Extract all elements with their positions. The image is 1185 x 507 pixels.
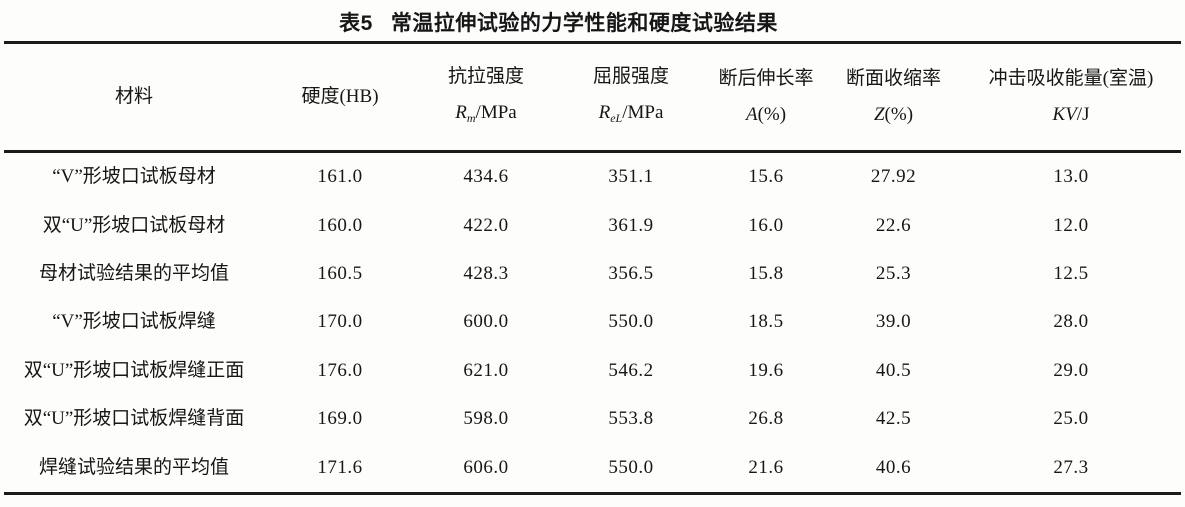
- table-row: “V”形坡口试板焊缝 170.0 600.0 550.0 18.5 39.0 2…: [4, 298, 1181, 346]
- cell-material: 双“U”形坡口试板焊缝正面: [23, 359, 245, 381]
- cell-kv: 13.0: [1053, 166, 1089, 188]
- table-number: 表5: [339, 12, 373, 35]
- cell-rm: 428.3: [463, 263, 509, 285]
- column-header-tensile-strength: 抗拉强度 Rm/MPa: [416, 59, 556, 136]
- cell-hardness-hb: 169.0: [317, 408, 363, 430]
- column-header-unit: Rm/MPa: [455, 101, 517, 125]
- cell-material: 焊缝试验结果的平均值: [38, 456, 229, 478]
- table-row: 母材试验结果的平均值 160.5 428.3 356.5 15.8 25.3 1…: [4, 250, 1181, 298]
- cell-z: 39.0: [875, 311, 912, 333]
- cell-z: 40.5: [875, 359, 912, 381]
- table-title-text: 表5 常温拉伸试验的力学性能和硬度试验结果: [339, 7, 778, 37]
- table-row: 双“U”形坡口试板焊缝正面 176.0 621.0 546.2 19.6 40.…: [4, 347, 1181, 395]
- column-header-label: 硬度(HB): [301, 86, 379, 107]
- column-header-label: 断后伸长率: [718, 68, 814, 89]
- column-header-unit: A(%): [745, 104, 787, 125]
- table-header-row: 材料 硬度(HB) 抗拉强度 Rm/MPa 屈服强度 ReL/MPa 断后伸长率…: [4, 44, 1181, 153]
- cell-material: 双“U”形坡口试板母材: [42, 214, 226, 236]
- column-header-label: 材料: [114, 86, 153, 107]
- cell-kv: 28.0: [1053, 311, 1089, 333]
- cell-hardness-hb: 160.0: [317, 214, 363, 236]
- cell-z: 40.6: [875, 456, 912, 478]
- cell-kv: 29.0: [1053, 359, 1089, 381]
- data-table: 材料 硬度(HB) 抗拉强度 Rm/MPa 屈服强度 ReL/MPa 断后伸长率…: [4, 41, 1181, 495]
- cell-rm: 606.0: [463, 456, 509, 478]
- cell-rel: 550.0: [608, 456, 654, 478]
- cell-kv: 27.3: [1053, 456, 1089, 478]
- cell-rel: 356.5: [608, 263, 654, 285]
- cell-rm: 600.0: [463, 311, 509, 333]
- cell-rm: 598.0: [463, 408, 509, 430]
- cell-rel: 361.9: [608, 214, 654, 236]
- symbol-rm: Rm: [455, 101, 476, 125]
- cell-hardness-hb: 170.0: [317, 311, 363, 333]
- symbol-kv: KV: [1052, 104, 1077, 125]
- column-header-impact-energy: 冲击吸收能量(室温) KV/J: [961, 61, 1181, 133]
- table-body: “V”形坡口试板母材 161.0 434.6 351.1 15.6 27.92 …: [4, 153, 1181, 492]
- cell-material: “V”形坡口试板焊缝: [52, 311, 216, 333]
- column-header-unit: ReL/MPa: [598, 101, 664, 125]
- table-row: 双“U”形坡口试板焊缝背面 169.0 598.0 553.8 26.8 42.…: [4, 395, 1181, 443]
- symbol-a: A: [745, 104, 758, 125]
- table-row: 双“U”形坡口试板母材 160.0 422.0 361.9 16.0 22.6 …: [4, 201, 1181, 249]
- cell-z: 42.5: [875, 408, 912, 430]
- table-row: “V”形坡口试板母材 161.0 434.6 351.1 15.6 27.92 …: [4, 153, 1181, 201]
- column-header-elongation: 断后伸长率 A(%): [706, 61, 826, 133]
- column-header-yield-strength: 屈服强度 ReL/MPa: [556, 59, 706, 136]
- cell-z: 27.92: [870, 166, 917, 188]
- cell-a: 26.8: [748, 408, 784, 430]
- cell-material: 母材试验结果的平均值: [38, 263, 229, 285]
- column-header-label: 断面收缩率: [845, 68, 941, 89]
- cell-rel: 553.8: [608, 408, 654, 430]
- cell-z: 22.6: [875, 214, 912, 236]
- symbol-rel: ReL: [598, 101, 623, 125]
- cell-kv: 25.0: [1053, 408, 1089, 430]
- column-header-material: 材料: [4, 79, 264, 115]
- cell-hardness-hb: 161.0: [317, 166, 363, 188]
- cell-rel: 550.0: [608, 311, 654, 333]
- cell-rel: 546.2: [608, 359, 654, 381]
- column-header-label: 冲击吸收能量(室温): [988, 68, 1154, 89]
- symbol-z: Z: [873, 104, 885, 125]
- cell-z: 25.3: [875, 263, 912, 285]
- column-header-unit: Z(%): [873, 104, 914, 125]
- cell-a: 19.6: [748, 359, 784, 381]
- cell-rel: 351.1: [608, 166, 654, 188]
- table-title: 表5 常温拉伸试验的力学性能和硬度试验结果: [0, 7, 1185, 37]
- cell-rm: 434.6: [463, 166, 509, 188]
- cell-rm: 422.0: [463, 214, 509, 236]
- cell-material: 双“U”形坡口试板焊缝背面: [23, 408, 245, 430]
- column-header-hardness: 硬度(HB): [264, 79, 416, 115]
- table-row: 焊缝试验结果的平均值 171.6 606.0 550.0 21.6 40.6 2…: [4, 443, 1181, 491]
- cell-hardness-hb: 176.0: [317, 359, 363, 381]
- cell-material: “V”形坡口试板母材: [52, 166, 216, 188]
- cell-a: 18.5: [748, 311, 784, 333]
- cell-hardness-hb: 171.6: [317, 456, 363, 478]
- column-header-label: 抗拉强度: [447, 65, 524, 87]
- cell-a: 16.0: [748, 214, 784, 236]
- cell-hardness-hb: 160.5: [317, 263, 363, 285]
- cell-a: 15.6: [748, 166, 784, 188]
- table-caption: 常温拉伸试验的力学性能和硬度试验结果: [390, 12, 778, 35]
- cell-kv: 12.0: [1053, 214, 1089, 236]
- cell-rm: 621.0: [463, 359, 509, 381]
- column-header-unit: KV/J: [1052, 104, 1090, 125]
- column-header-reduction-of-area: 断面收缩率 Z(%): [826, 61, 961, 133]
- cell-a: 15.8: [748, 263, 784, 285]
- cell-kv: 12.5: [1053, 263, 1089, 285]
- cell-a: 21.6: [748, 456, 784, 478]
- column-header-label: 屈服强度: [592, 65, 669, 87]
